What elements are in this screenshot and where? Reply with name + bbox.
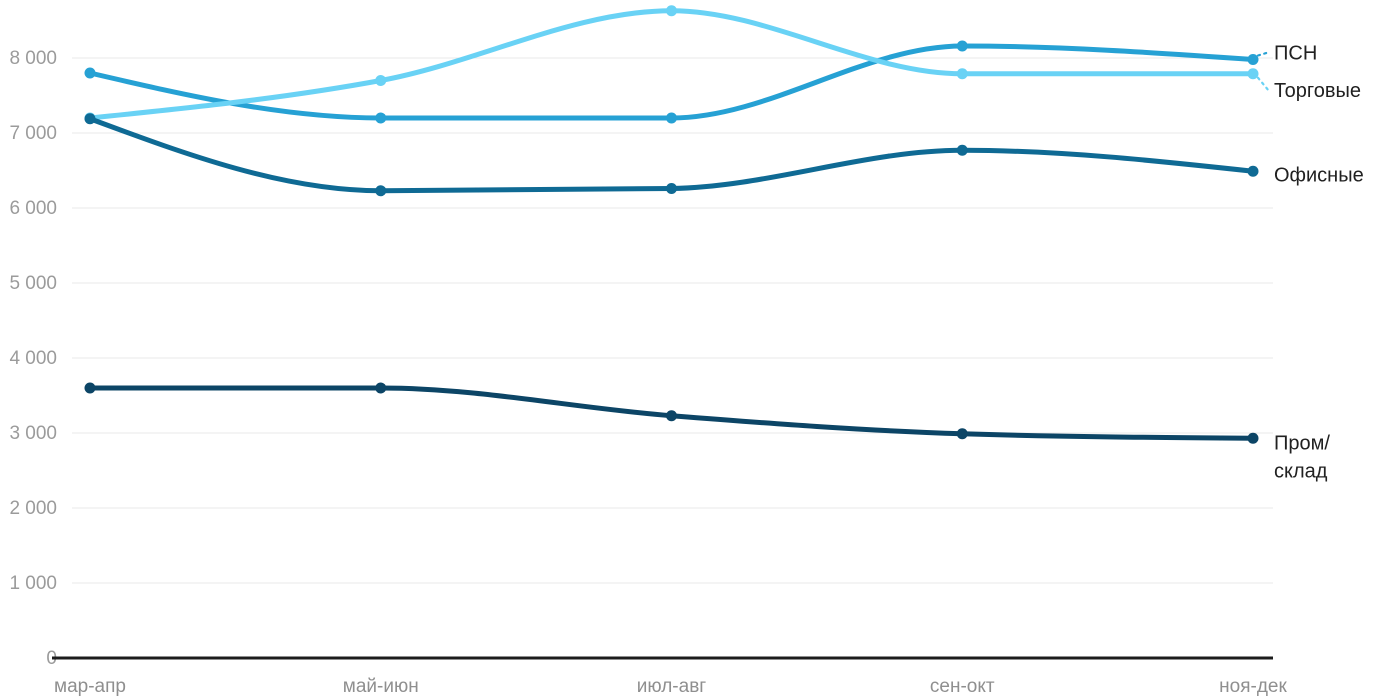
data-point-psn-0[interactable] [84,67,96,79]
data-point-psn-2[interactable] [666,112,677,124]
x-tick-label-3: сен-окт [930,676,995,697]
series-line-psn[interactable] [87,43,1256,121]
y-tick-label-1000: 1 000 [9,573,57,594]
series-label-prom-sklad: Пром/склад [1274,432,1330,482]
series-label-torgovye: Торговые [1274,80,1361,102]
series-line-ofisnye[interactable] [87,116,1256,194]
data-point-prom-sklad-3[interactable] [956,428,968,440]
y-tick-label-7000: 7 000 [9,123,57,144]
y-tick-label-4000: 4 000 [9,348,57,369]
x-tick-label-1: май-июн [343,676,419,697]
series-line-torgovye[interactable] [87,8,1256,121]
data-point-prom-sklad-2[interactable] [666,410,677,422]
y-tick-label-8000: 8 000 [9,48,57,69]
data-point-torgovye-2[interactable] [666,5,677,17]
x-tick-label-4: ноя-дек [1219,676,1287,697]
label-leader-torgovye [1256,76,1270,91]
y-tick-label-6000: 6 000 [9,198,57,219]
data-point-torgovye-1[interactable] [375,75,387,86]
data-point-ofisnye-4[interactable] [1247,165,1259,177]
label-leader-psn [1256,51,1270,57]
data-point-ofisnye-3[interactable] [956,144,968,156]
data-point-prom-sklad-4[interactable] [1247,432,1259,444]
data-point-prom-sklad-0[interactable] [84,382,96,394]
data-point-prom-sklad-1[interactable] [375,382,387,394]
data-point-torgovye-4[interactable] [1247,68,1259,80]
grid-layer [72,57,1273,584]
data-point-ofisnye-0[interactable] [84,113,96,125]
data-point-ofisnye-1[interactable] [375,185,387,197]
data-point-psn-1[interactable] [375,112,387,124]
data-point-psn-4[interactable] [1247,54,1259,65]
series-label-layer: ПСН Торговые Офисные Пром/склад [1256,43,1364,482]
series-label-ofisnye: Офисные [1274,164,1364,186]
series-layer [84,5,1259,444]
data-point-torgovye-3[interactable] [956,68,968,80]
data-point-psn-3[interactable] [956,40,968,52]
x-tick-label-2: июл-авг [637,676,707,697]
data-point-ofisnye-2[interactable] [666,183,677,194]
y-tick-label-5000: 5 000 [9,273,57,294]
series-label-psn: ПСН [1274,43,1317,65]
y-tick-label-3000: 3 000 [9,423,57,444]
axis-layer: 0 1 000 2 000 3 000 4 000 5 000 6 000 7 000 8 00… [9,48,1287,697]
y-tick-label-0: 0 [46,648,57,669]
y-tick-label-2000: 2 000 [9,498,57,519]
x-tick-label-0: мар-апр [54,676,126,697]
